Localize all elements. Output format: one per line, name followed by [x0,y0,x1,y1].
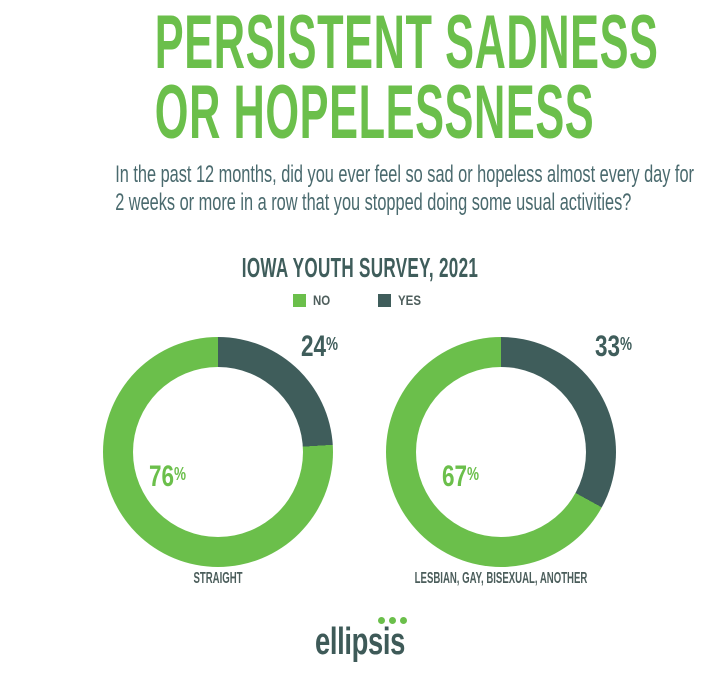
chart-title: IOWA YOUTH SURVEY, 2021 [241,252,479,283]
legend-item-no: NO [293,292,334,308]
percent-sign: % [174,464,187,484]
legend-label-yes: YES [398,292,422,308]
yes-percentage-label: 33% [595,329,632,362]
page-title: PERSISTENT SADNESS OR HOPELESSNESS [0,0,720,155]
donut-chart-lgba: 33% 67% LESBIAN, GAY, BISEXUAL, ANOTHER [386,331,632,587]
donut-chart-straight: 24% 76% STRAIGHT [103,331,338,587]
legend-item-yes: YES [378,292,426,308]
ellipsis-logo-dots [378,617,407,624]
no-percentage-value: 76 [149,459,175,493]
no-percentage-label: 67% [442,459,479,492]
legend-swatch-yes [378,293,392,307]
legend-swatch-no [293,293,307,307]
donut-hole [416,367,586,537]
survey-question-line-2: 2 weeks or more in a row that you stoppe… [115,189,632,216]
chart-legend: NO YES [0,292,720,308]
category-label-straight: STRAIGHT [193,570,243,587]
percent-sign: % [467,464,480,484]
ellipsis-logo-text: ellipsis [315,621,405,663]
donut-ring [103,337,333,567]
donut-ring [386,337,616,567]
survey-question-line-1: In the past 12 months, did you ever feel… [115,161,694,188]
logo-dot-icon [400,617,407,624]
no-percentage-label: 76% [149,459,186,492]
ellipsis-logo: ellipsis [0,612,720,667]
percent-sign: % [620,334,633,354]
donut-hole [133,367,303,537]
logo-dot-icon [389,617,396,624]
yes-percentage-label: 24% [301,329,338,362]
logo-dot-icon [378,617,385,624]
page-title-line-2: OR HOPELESSNESS [154,70,595,155]
survey-question: In the past 12 months, did you ever feel… [0,161,720,217]
category-label-lgba: LESBIAN, GAY, BISEXUAL, ANOTHER [414,570,588,587]
yes-percentage-value: 24 [301,329,327,363]
percent-sign: % [326,334,339,354]
legend-label-no: NO [313,292,331,308]
yes-percentage-value: 33 [595,329,621,363]
page-title-line-1: PERSISTENT SADNESS [154,0,659,85]
no-percentage-value: 67 [442,459,468,493]
